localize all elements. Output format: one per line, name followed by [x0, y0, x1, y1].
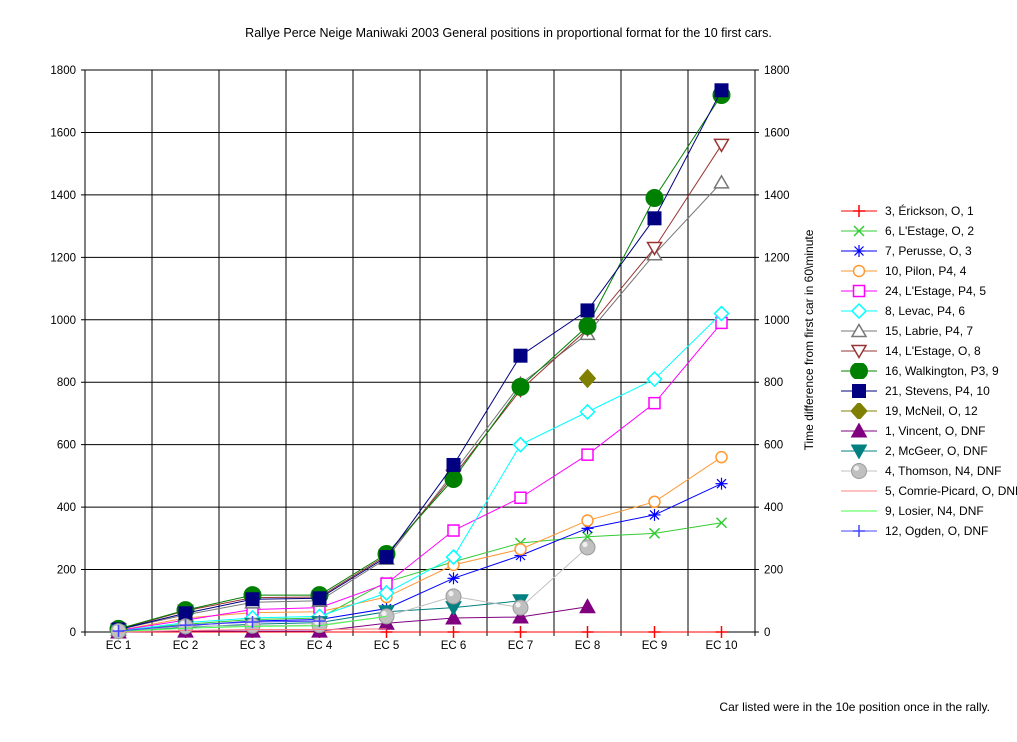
y-tick-label: 1600: [50, 127, 76, 139]
gridlines: [81, 69, 759, 636]
legend-label-erickson: 3, Érickson, O, 1: [885, 204, 974, 218]
chart-title: Rallye Perce Neige Maniwaki 2003 General…: [245, 26, 772, 40]
legend-marker-levac: [841, 303, 877, 319]
legend-marker-comriepicard: [841, 490, 877, 492]
y-tick-label: 200: [57, 565, 76, 577]
series-comriepicard: [118, 628, 387, 633]
y-tick-label: 1600: [764, 127, 790, 139]
y-tick-label: 1800: [50, 65, 76, 77]
legend-item-erickson: 3, Érickson, O, 1: [840, 201, 1016, 221]
legend-item-stevens: 21, Stevens, P4, 10: [840, 381, 1016, 401]
legend-item-lestage24: 24, L'Estage, P4, 5: [840, 281, 1016, 301]
x-tick-label: EC 10: [706, 640, 738, 652]
legend-item-perusse: 7, Perusse, O, 3: [840, 241, 1016, 261]
x-tick-label: EC 2: [173, 640, 199, 652]
y-tick-label: 1200: [50, 252, 76, 264]
legend-marker-mcneil: [841, 403, 877, 419]
series-ogden: [112, 615, 326, 638]
x-tick-label: EC 3: [240, 640, 266, 652]
legend-marker-lestage14: [841, 344, 877, 359]
y-tick-label: 0: [70, 627, 76, 639]
x-tick-label: EC 9: [642, 640, 668, 652]
legend-marker-ogden: [841, 525, 877, 537]
legend-label-levac: 8, Levac, P4, 6: [885, 304, 966, 318]
legend-item-ogden: 12, Ogden, O, DNF: [840, 521, 1016, 541]
y-tick-label: 800: [57, 377, 76, 389]
y-tick-label: 400: [764, 502, 783, 514]
x-axis-ticks: EC 1 EC 2 EC 3 EC 4 EC 5 EC 6 EC 7 EC 8 EC 9 EC 1…: [106, 640, 738, 652]
legend-marker-stevens: [841, 384, 877, 398]
legend-marker-perusse: [841, 245, 877, 257]
legend-label-labrie: 15, Labrie, P4, 7: [885, 324, 974, 338]
y-tick-label: 1800: [764, 65, 790, 77]
series-stevens: [111, 83, 729, 637]
legend-label-pilon: 10, Pilon, P4, 4: [885, 264, 967, 278]
x-tick-label: EC 5: [374, 640, 400, 652]
legend-label-perusse: 7, Perusse, O, 3: [885, 244, 972, 258]
legend-item-pilon: 10, Pilon, P4, 4: [840, 261, 1016, 281]
legend-marker-losier: [841, 510, 877, 512]
legend-label-vincent: 1, Vincent, O, DNF: [885, 424, 986, 438]
x-tick-label: EC 7: [508, 640, 534, 652]
x-tick-label: EC 1: [106, 640, 132, 652]
footer-note: Car listed were in the 10e position once…: [719, 700, 990, 714]
y-axis-ticks: 0 0 200 200 400 400 600 600 800 800 1000 1000 1200 12…: [50, 65, 789, 639]
legend-marker-erickson: [841, 205, 877, 217]
legend-marker-labrie: [841, 323, 877, 338]
legend-marker-thomson: [841, 463, 877, 479]
series-mcneil: [578, 368, 597, 389]
y-tick-label: 800: [764, 377, 783, 389]
x-tick-label: EC 6: [441, 640, 467, 652]
x-tick-label: EC 8: [575, 640, 601, 652]
right-axis-label: Time difference from first car in 60\min…: [802, 229, 816, 451]
legend-item-labrie: 15, Labrie, P4, 7: [840, 321, 1016, 341]
y-tick-label: 0: [764, 627, 770, 639]
legend-item-mcgeer: 2, McGeer, O, DNF: [840, 441, 1016, 461]
legend-label-comriepicard: 5, Comrie-Picard, O, DNF: [885, 484, 1017, 498]
y-tick-label: 1400: [764, 190, 790, 202]
legend-marker-pilon: [841, 264, 877, 278]
x-tick-label: EC 4: [307, 640, 333, 652]
y-tick-label: 1000: [50, 315, 76, 327]
y-tick-label: 1000: [764, 315, 790, 327]
legend-label-stevens: 21, Stevens, P4, 10: [885, 384, 990, 398]
chart-legend: 3, Érickson, O, 1 6, L'Estage, O, 2 7, Per…: [840, 201, 1017, 541]
y-tick-label: 200: [764, 565, 783, 577]
legend-item-walkington: 16, Walkington, P3, 9: [840, 361, 1016, 381]
legend-marker-lestage6: [841, 225, 877, 237]
legend-label-lestage6: 6, L'Estage, O, 2: [885, 224, 975, 238]
legend-marker-walkington: [841, 363, 877, 379]
legend-label-mcneil: 19, McNeil, O, 12: [885, 404, 978, 418]
y-tick-label: 400: [57, 502, 76, 514]
legend-item-comriepicard: 5, Comrie-Picard, O, DNF: [840, 481, 1017, 501]
series-thomson: [110, 539, 596, 640]
legend-marker-vincent: [841, 423, 877, 438]
legend-label-thomson: 4, Thomson, N4, DNF: [885, 464, 1002, 478]
legend-label-losier: 9, Losier, N4, DNF: [885, 504, 984, 518]
legend-item-losier: 9, Losier, N4, DNF: [840, 501, 1016, 521]
legend-label-lestage14: 14, L'Estage, O, 8: [885, 344, 981, 358]
legend-label-lestage24: 24, L'Estage, P4, 5: [885, 284, 987, 298]
y-tick-label: 600: [57, 440, 76, 452]
legend-item-lestage14: 14, L'Estage, O, 8: [840, 341, 1016, 361]
y-tick-label: 1400: [50, 190, 76, 202]
legend-label-mcgeer: 2, McGeer, O, DNF: [885, 444, 988, 458]
legend-marker-mcgeer: [841, 444, 877, 459]
legend-item-mcneil: 19, McNeil, O, 12: [840, 401, 1016, 421]
legend-item-lestage6: 6, L'Estage, O, 2: [840, 221, 1016, 241]
y-tick-label: 1200: [764, 252, 790, 264]
legend-marker-lestage24: [841, 284, 877, 298]
legend-item-levac: 8, Levac, P4, 6: [840, 301, 1016, 321]
legend-label-walkington: 16, Walkington, P3, 9: [885, 364, 999, 378]
legend-item-vincent: 1, Vincent, O, DNF: [840, 421, 1016, 441]
legend-label-ogden: 12, Ogden, O, DNF: [885, 524, 989, 538]
legend-item-thomson: 4, Thomson, N4, DNF: [840, 461, 1016, 481]
y-tick-label: 600: [764, 440, 783, 452]
